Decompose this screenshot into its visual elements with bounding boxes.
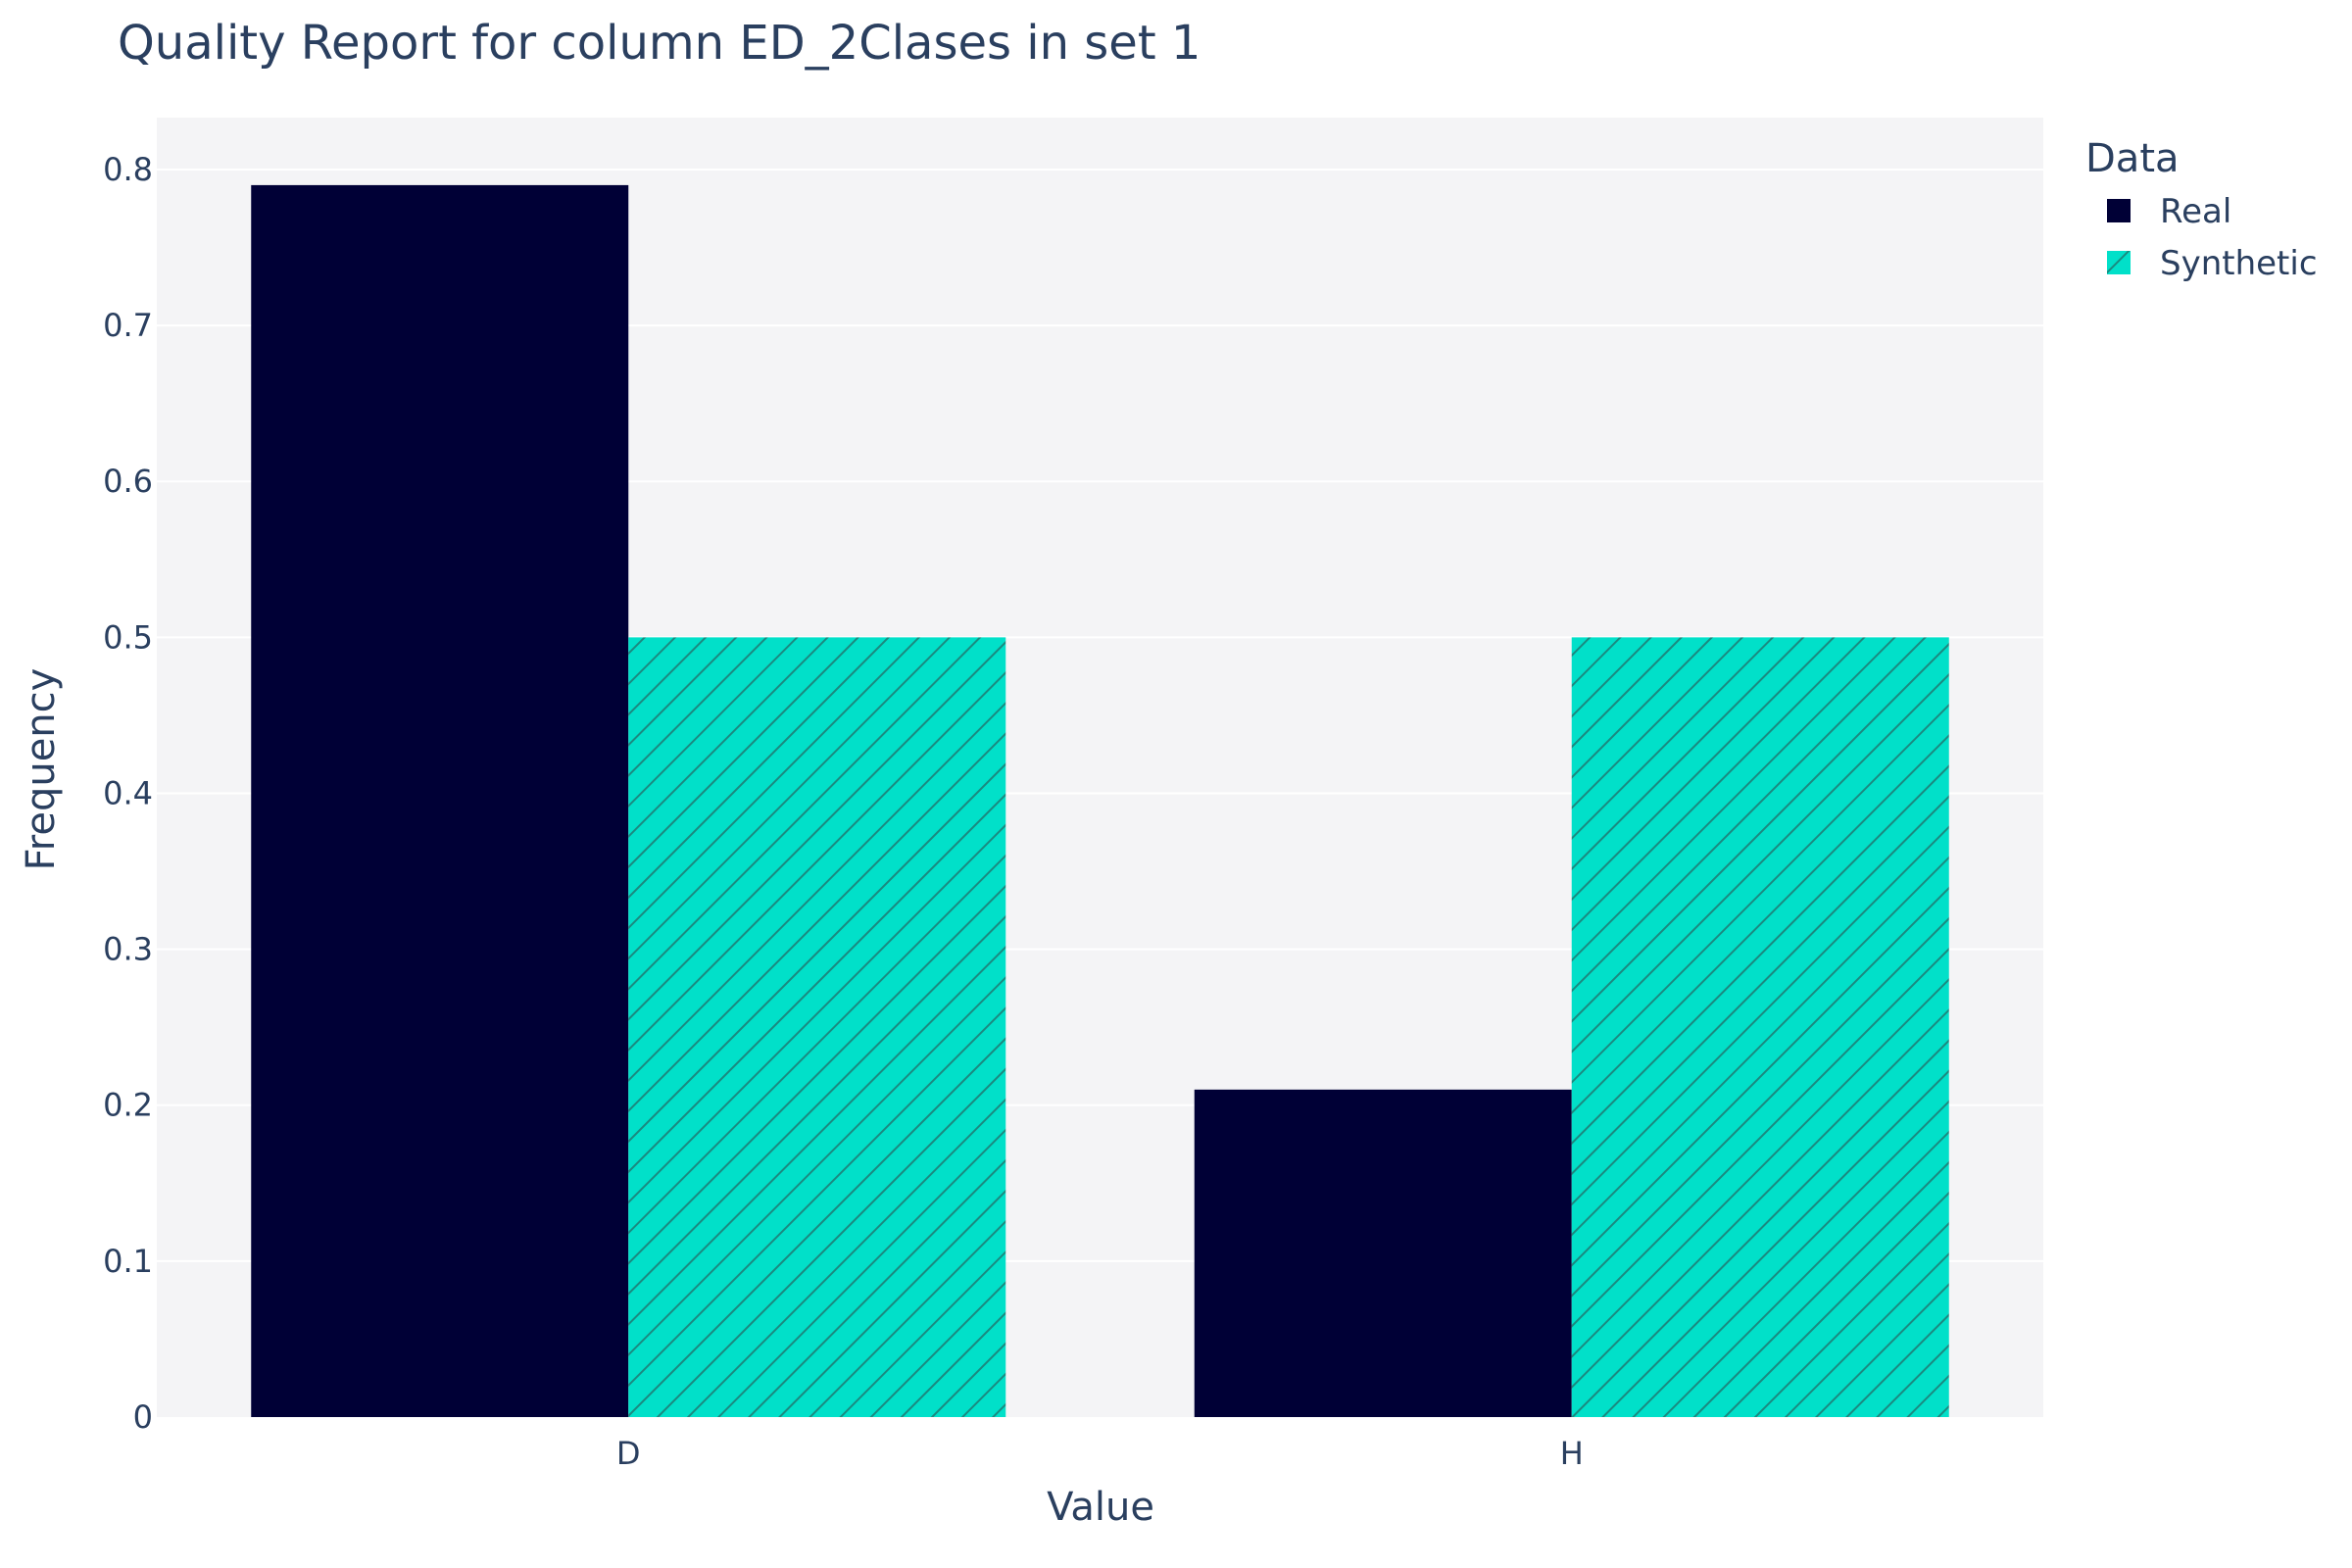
y-tick-label: 0.7: [103, 307, 153, 344]
y-tick-label: 0.5: [103, 618, 153, 656]
y-tick-label: 0.4: [103, 774, 153, 811]
legend-label-synthetic: Synthetic: [2160, 244, 2318, 283]
bar-real-h: [1194, 1089, 1572, 1417]
bar-synthetic-h: [1571, 637, 1949, 1417]
bar-synthetic-d: [628, 637, 1006, 1417]
legend-label-real: Real: [2160, 192, 2231, 231]
y-axis-title: Frequency: [19, 668, 64, 871]
legend-swatch-synthetic: [2107, 251, 2131, 274]
x-tick-label: D: [616, 1435, 641, 1472]
legend: Data Real Synthetic: [2085, 136, 2318, 283]
y-tick-label: 0.1: [103, 1243, 153, 1280]
bars: [251, 184, 1949, 1417]
legend-title: Data: [2085, 136, 2180, 181]
legend-swatch-real: [2107, 199, 2131, 222]
y-tick-label: 0.6: [103, 463, 153, 500]
chart-title: Quality Report for column ED_2Clases in …: [118, 16, 1200, 71]
y-tick-label: 0.8: [103, 151, 153, 188]
bar-real-d: [251, 184, 629, 1417]
y-tick-label: 0.3: [103, 931, 153, 968]
y-tick-label: 0: [133, 1398, 153, 1436]
x-tick-label: H: [1560, 1435, 1584, 1472]
x-axis-title: Value: [1047, 1485, 1154, 1530]
y-axis-ticks: 0 0.1 0.2 0.3 0.4 0.5 0.6 0.7 0.8: [103, 151, 153, 1436]
y-tick-label: 0.2: [103, 1087, 153, 1124]
